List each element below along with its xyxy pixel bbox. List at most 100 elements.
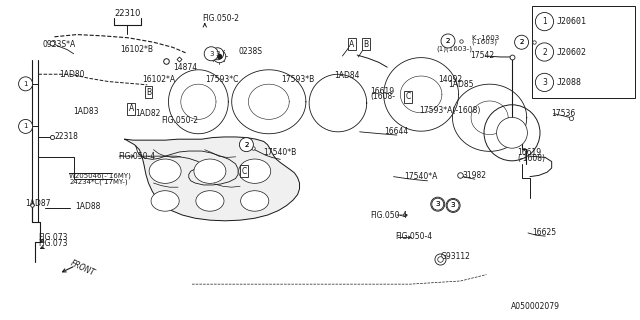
Circle shape [19, 77, 33, 91]
Text: B: B [364, 40, 369, 49]
Text: A050002079: A050002079 [511, 302, 560, 311]
Text: 2: 2 [520, 39, 524, 45]
Ellipse shape [151, 191, 179, 211]
Circle shape [535, 12, 554, 31]
Text: 2: 2 [520, 39, 524, 45]
Text: 17540*B: 17540*B [264, 148, 297, 157]
Text: FIG.050-2: FIG.050-2 [161, 116, 198, 125]
Ellipse shape [239, 159, 271, 183]
Text: FIG.050-4: FIG.050-4 [118, 152, 156, 161]
Text: 1AD82: 1AD82 [136, 109, 161, 118]
Text: 1AD80: 1AD80 [59, 70, 84, 79]
Text: 3: 3 [209, 51, 214, 57]
Ellipse shape [241, 191, 269, 211]
Text: (1608-: (1608- [370, 92, 395, 101]
Circle shape [432, 198, 444, 210]
Circle shape [516, 36, 527, 48]
Text: C: C [406, 92, 411, 101]
Text: FIG.050-4: FIG.050-4 [396, 232, 433, 241]
Circle shape [535, 43, 554, 61]
Text: 16619: 16619 [370, 87, 394, 96]
Text: (-1608): (-1608) [517, 154, 545, 163]
Circle shape [239, 138, 253, 152]
Text: 1AD88: 1AD88 [76, 202, 101, 211]
Text: 17536: 17536 [552, 109, 576, 118]
Text: FIG.050-4: FIG.050-4 [370, 211, 407, 220]
Text: 0923S*A: 0923S*A [43, 40, 76, 49]
Circle shape [431, 197, 445, 211]
Text: 2: 2 [446, 38, 450, 44]
Text: 2: 2 [542, 47, 547, 57]
Text: G93112: G93112 [440, 252, 470, 261]
Polygon shape [232, 70, 306, 134]
Text: W205046(-’16MY): W205046(-’16MY) [69, 172, 132, 179]
Text: 16625: 16625 [532, 228, 557, 237]
Text: 3: 3 [451, 203, 456, 208]
Text: 22310: 22310 [114, 9, 140, 18]
Text: 22318: 22318 [54, 132, 78, 141]
Polygon shape [125, 137, 300, 221]
Polygon shape [384, 58, 459, 131]
Text: 16102*B: 16102*B [120, 45, 154, 54]
Text: FIG.073: FIG.073 [38, 239, 68, 248]
Text: 1AD85: 1AD85 [448, 80, 474, 89]
Text: K -1603: K -1603 [472, 35, 500, 41]
Text: 3: 3 [435, 201, 440, 207]
Text: 2: 2 [244, 142, 248, 148]
Circle shape [446, 198, 460, 212]
Ellipse shape [196, 191, 224, 211]
Text: 14874: 14874 [173, 63, 197, 72]
Text: (-1603): (-1603) [471, 39, 497, 45]
Text: B: B [146, 88, 151, 97]
Circle shape [484, 105, 540, 161]
Text: 16644: 16644 [384, 127, 408, 136]
Text: 1AD84: 1AD84 [334, 71, 360, 80]
Circle shape [497, 117, 527, 148]
Circle shape [442, 35, 454, 47]
Text: A: A [349, 40, 355, 49]
Text: 16619: 16619 [517, 148, 541, 157]
Circle shape [447, 199, 459, 212]
Polygon shape [168, 70, 228, 134]
Text: 14092: 14092 [438, 75, 463, 84]
Text: A: A [129, 104, 134, 113]
Polygon shape [452, 84, 527, 151]
Text: 0238S: 0238S [238, 47, 262, 56]
Text: J20601: J20601 [557, 17, 586, 26]
Ellipse shape [194, 159, 226, 183]
Circle shape [441, 34, 455, 48]
Polygon shape [309, 74, 367, 132]
Text: 17540*A: 17540*A [404, 172, 438, 181]
Circle shape [241, 139, 252, 151]
Text: 17542: 17542 [470, 51, 495, 60]
Ellipse shape [149, 159, 181, 183]
Text: FRONT: FRONT [69, 259, 97, 278]
Text: 1: 1 [542, 17, 547, 26]
Text: 2: 2 [446, 38, 450, 44]
Text: 3: 3 [542, 78, 547, 87]
Text: 2: 2 [244, 142, 248, 148]
Circle shape [515, 35, 529, 49]
Text: (1)(1603-): (1)(1603-) [436, 45, 472, 52]
Circle shape [535, 73, 554, 92]
Text: 17593*C: 17593*C [205, 75, 238, 84]
Circle shape [212, 48, 223, 60]
Text: J20602: J20602 [557, 47, 586, 57]
Text: 1AD83: 1AD83 [74, 107, 99, 116]
Text: 24234*C(’17MY-): 24234*C(’17MY-) [69, 179, 128, 185]
Circle shape [204, 47, 218, 61]
FancyBboxPatch shape [532, 6, 635, 98]
Text: 1AD87: 1AD87 [26, 199, 51, 208]
Text: 17593*A(-1608): 17593*A(-1608) [419, 106, 481, 115]
Text: 17593*B: 17593*B [282, 75, 315, 84]
Text: 3: 3 [215, 51, 220, 57]
Text: C: C [242, 167, 247, 176]
Text: 16102*A: 16102*A [142, 75, 175, 84]
Text: FIG.073: FIG.073 [38, 233, 68, 242]
Text: J2088: J2088 [557, 78, 582, 87]
Text: 3: 3 [451, 203, 456, 208]
Text: FIG.050-2: FIG.050-2 [202, 14, 239, 23]
Text: 1: 1 [23, 124, 28, 129]
Text: 1: 1 [23, 81, 28, 87]
Text: 31982: 31982 [462, 171, 486, 180]
